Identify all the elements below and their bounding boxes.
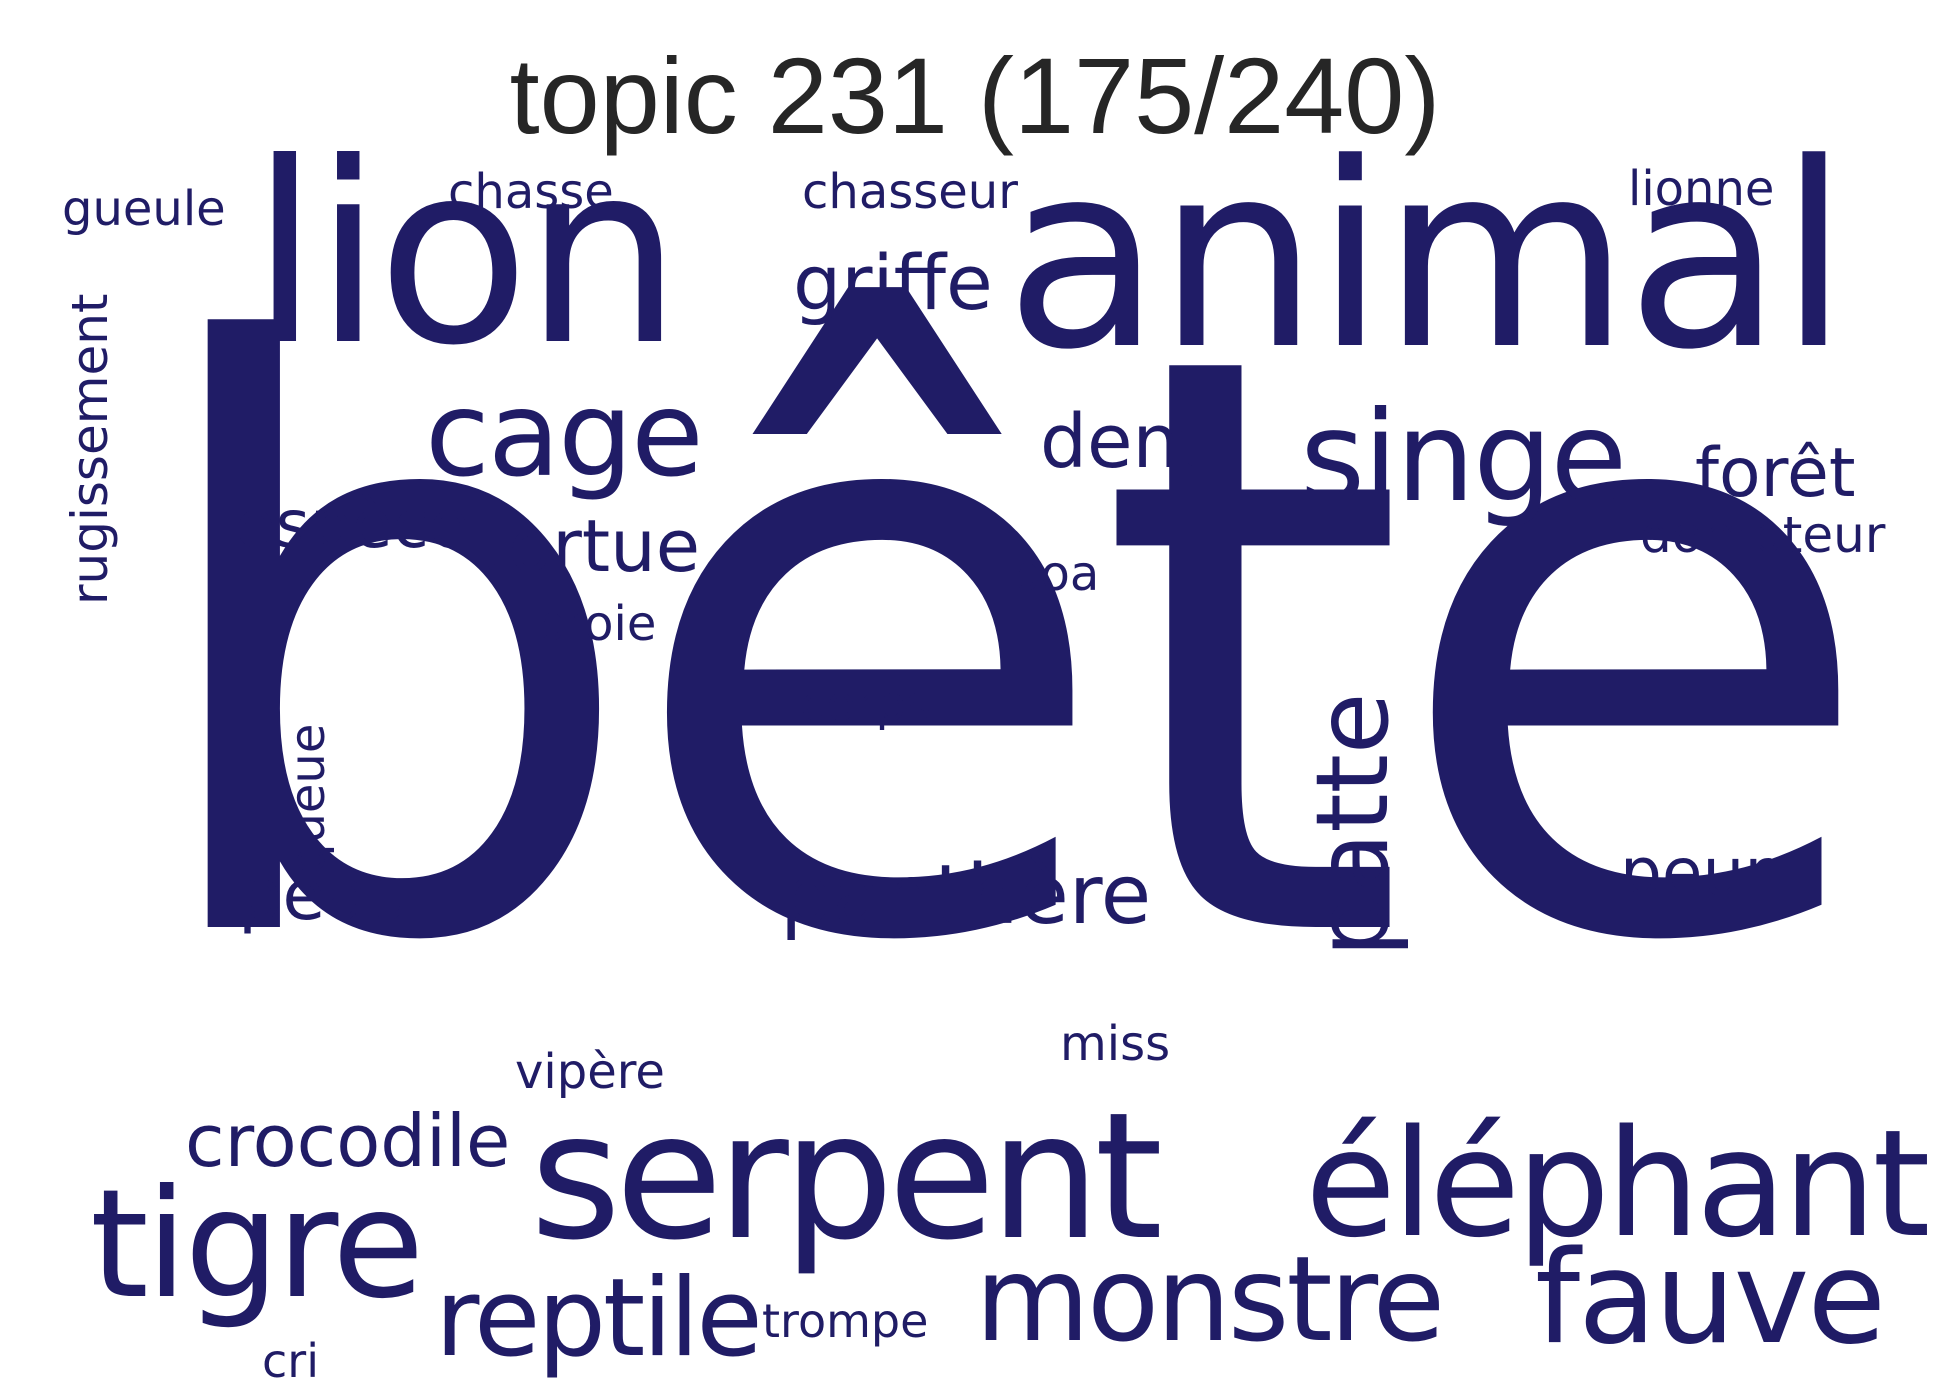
word-monstre: monstre — [975, 1230, 1445, 1368]
word-queue: queue — [280, 723, 336, 874]
word-gueule: gueule — [62, 181, 226, 237]
word-miss: miss — [1060, 1016, 1171, 1072]
word-elephant: éléphant — [1305, 1098, 1930, 1270]
word-griffe: griffe — [793, 238, 993, 327]
word-chasseur: chasseur — [802, 164, 1018, 220]
word-fauve: fauve — [1535, 1224, 1886, 1373]
word-serpent: serpent — [530, 1076, 1163, 1279]
word-vipere: vipère — [515, 1044, 665, 1100]
word-proie: proie — [535, 596, 657, 652]
word-espece: espèce — [235, 486, 470, 563]
word-reptile: reptile — [435, 1256, 763, 1381]
word-cage: cage — [425, 365, 704, 503]
word-corps: corps — [800, 676, 931, 732]
word-dent: dent — [1040, 399, 1209, 485]
word-rugissement: rugissement — [61, 293, 119, 606]
word-trompe: trompe — [762, 1294, 929, 1348]
word-foret: forêt — [1695, 434, 1856, 513]
cloud-title: topic 231 (175/240) — [509, 35, 1441, 156]
word-tigre: tigre — [90, 1158, 424, 1332]
word-panthere-main: panthère — [780, 848, 1152, 943]
word-cri: cri — [262, 1334, 319, 1388]
word-lion: lion — [250, 109, 682, 400]
word-bete: bête — [135, 184, 1881, 1116]
word-tortue: tortue — [480, 504, 701, 588]
word-animal: animal — [1005, 109, 1849, 406]
word-peur: peur — [1620, 834, 1772, 911]
word-singe: singe — [1300, 385, 1627, 530]
word-peau: peau — [238, 854, 413, 936]
word-dompteur: dompteur — [1640, 506, 1886, 564]
word-crocodile: crocodile — [185, 1099, 511, 1183]
word-patte: patte — [1294, 692, 1411, 958]
word-boa: boa — [1010, 546, 1100, 602]
word-lionne: lionne — [1628, 161, 1775, 217]
word-chasse: chasse — [448, 164, 614, 220]
